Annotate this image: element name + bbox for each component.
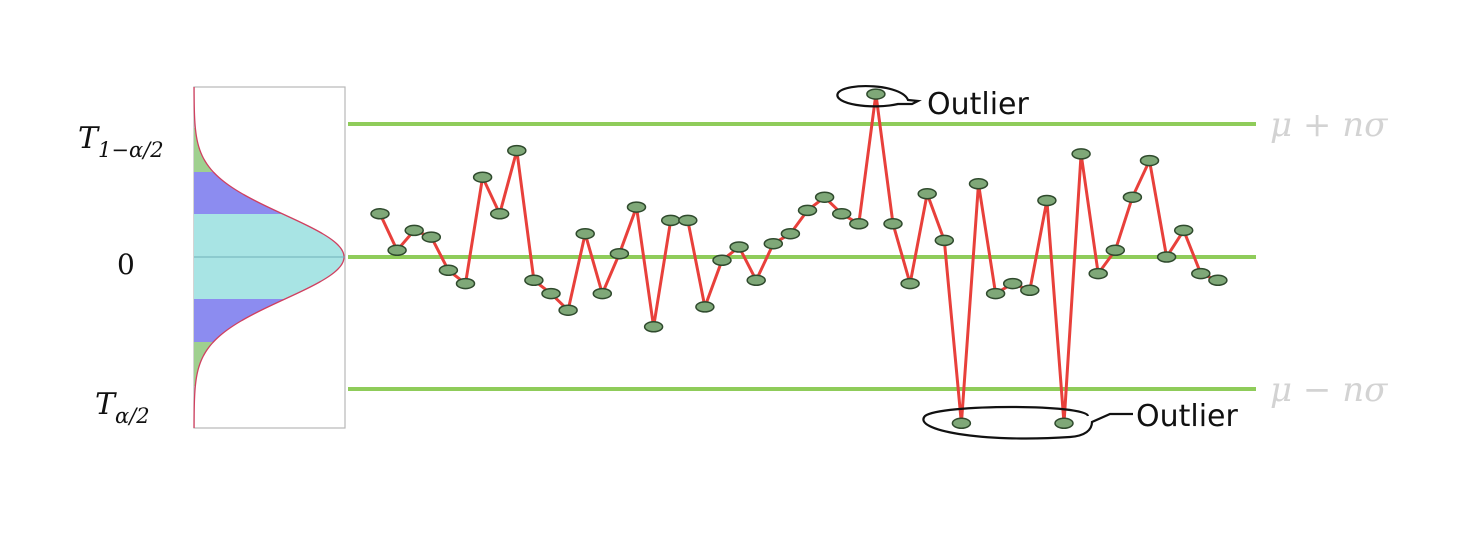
lower-quantile-symbol: T xyxy=(95,387,117,422)
data-point xyxy=(558,304,578,316)
data-point xyxy=(678,214,698,227)
data-point xyxy=(934,234,955,247)
data-point xyxy=(1020,284,1040,297)
data-point xyxy=(541,287,561,300)
callout-bubble-bottom xyxy=(922,405,1133,440)
data-point xyxy=(1156,251,1177,263)
data-point xyxy=(1002,277,1023,290)
data-point xyxy=(404,224,424,237)
outlier-point xyxy=(1071,148,1091,160)
bound-lines: μ + nσ μ − nσ xyxy=(348,105,1388,410)
data-point xyxy=(814,191,835,203)
data-point xyxy=(626,201,647,213)
upper-quantile-label: T1−α/2 xyxy=(78,121,164,162)
data-point xyxy=(421,231,442,243)
data-point xyxy=(592,287,613,300)
data-point xyxy=(729,241,749,253)
series-markers xyxy=(370,88,1228,430)
data-point xyxy=(917,188,937,200)
data-point xyxy=(1088,267,1108,280)
data-point xyxy=(1173,224,1194,237)
upper-quantile-symbol: T xyxy=(78,121,100,156)
data-point xyxy=(1054,417,1074,430)
outlier-label-bottom: Outlier xyxy=(1136,399,1239,434)
data-point xyxy=(489,208,510,220)
data-point xyxy=(763,237,784,250)
outlier-point xyxy=(968,178,989,190)
callout-bubble-top xyxy=(836,85,922,108)
outlier-point xyxy=(883,218,903,230)
series-line xyxy=(378,92,1219,425)
left-axis-labels: T1−α/2 0 Tα/2 xyxy=(78,121,164,428)
data-point xyxy=(370,208,390,220)
data-point xyxy=(1105,244,1126,257)
data-point xyxy=(609,247,630,260)
outlier-callout-top: Outlier xyxy=(836,85,1030,122)
data-point xyxy=(831,208,852,220)
data-point xyxy=(455,277,476,290)
outlier-callout-bottom: Outlier xyxy=(922,399,1239,440)
distribution-panel xyxy=(193,86,346,429)
upper-bound-label: μ + nσ xyxy=(1270,105,1388,145)
data-point xyxy=(951,417,972,430)
data-series xyxy=(370,88,1228,430)
lower-quantile-label: Tα/2 xyxy=(95,387,150,428)
data-point xyxy=(507,144,527,157)
lower-bound-label: μ − nσ xyxy=(1270,370,1388,410)
data-point xyxy=(660,214,681,227)
data-point xyxy=(1139,154,1160,167)
data-point xyxy=(1191,267,1211,280)
data-point xyxy=(1037,194,1057,207)
data-point xyxy=(695,301,715,313)
data-point xyxy=(797,204,818,217)
outlier-label-top: Outlier xyxy=(927,87,1030,122)
data-point xyxy=(1122,191,1143,203)
data-point xyxy=(1208,274,1228,287)
data-point xyxy=(712,254,732,267)
data-point xyxy=(866,88,886,100)
data-point xyxy=(438,264,459,277)
data-point xyxy=(643,321,664,333)
data-point xyxy=(900,277,920,290)
zero-label: 0 xyxy=(117,248,135,281)
data-point xyxy=(780,227,801,240)
data-point xyxy=(849,218,869,230)
data-point xyxy=(985,287,1006,300)
upper-quantile-subscript: 1−α/2 xyxy=(98,138,164,162)
data-point xyxy=(746,274,766,287)
lower-quantile-subscript: α/2 xyxy=(115,404,150,428)
data-point xyxy=(387,244,407,257)
data-point xyxy=(575,227,595,240)
data-point xyxy=(524,274,544,287)
data-point xyxy=(472,171,493,183)
